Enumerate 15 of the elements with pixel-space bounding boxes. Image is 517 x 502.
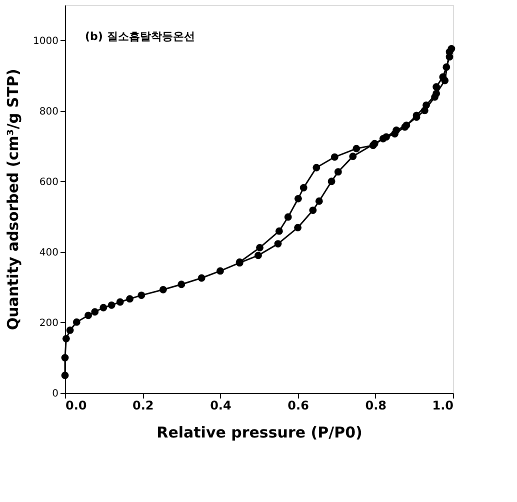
x-tick-label: 0.2 <box>132 398 154 412</box>
y-tick-label: 800 <box>39 106 58 118</box>
y-tick-label: 200 <box>39 318 58 329</box>
x-tick-label: 0.0 <box>66 398 87 412</box>
y-axis-title: Quantity adsorbed (cm³/g STP) <box>4 68 22 330</box>
y-tick-label: 1000 <box>33 36 58 47</box>
y-tick-label: 400 <box>39 247 58 258</box>
x-tick-label: 0.6 <box>288 398 309 412</box>
x-tick-label: 0.8 <box>365 398 387 412</box>
y-tick-label: 600 <box>39 176 58 188</box>
x-tick-label: 0.4 <box>210 398 232 412</box>
x-tick-label: 1.0 <box>432 398 454 412</box>
annotation: (b) 질소흡탈착등온선 <box>85 30 195 43</box>
x-axis-title: Relative pressure (P/P0) <box>156 424 362 442</box>
y-tick-label: 0 <box>52 388 58 400</box>
